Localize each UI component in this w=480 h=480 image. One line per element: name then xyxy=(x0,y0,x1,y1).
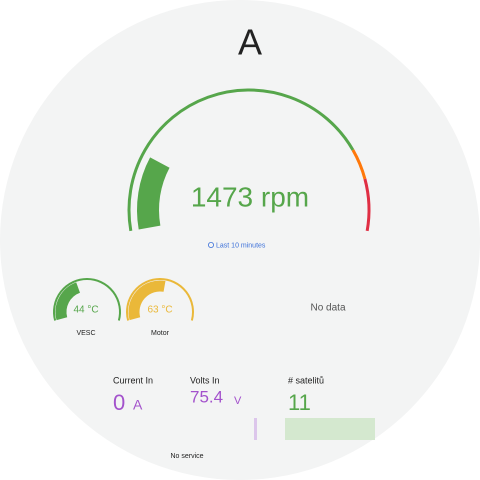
stat-title: # satelitů xyxy=(288,375,324,385)
threshold-arc xyxy=(351,149,367,180)
stat-unit: A xyxy=(133,397,143,413)
gauge-label: VESC xyxy=(76,330,95,337)
stat-unit: V xyxy=(234,395,242,407)
time-range: Last 10 minutes xyxy=(207,241,266,249)
gauge-value: 1473 rpm xyxy=(191,181,309,212)
time-range-text: Last 10 minutes xyxy=(216,242,266,249)
gauge-value: 44 °C xyxy=(73,305,98,316)
threshold-arc xyxy=(126,278,194,321)
clock-icon xyxy=(207,241,214,248)
threshold-arc xyxy=(53,278,121,321)
main-gauge xyxy=(127,88,371,232)
no-data: No data xyxy=(310,303,345,314)
footer-text: No service xyxy=(170,453,203,460)
stat-value: 11 xyxy=(288,390,311,415)
gauge-label: Motor xyxy=(151,330,170,337)
stat-title: Volts In xyxy=(190,375,220,385)
sparkline xyxy=(254,418,257,440)
small-gauges xyxy=(53,278,194,321)
gauge-fill xyxy=(137,157,170,230)
threshold-arc xyxy=(363,178,371,232)
stat-value: 0 xyxy=(113,390,125,415)
gauge-fill xyxy=(55,282,81,321)
gauge-fill xyxy=(128,280,166,321)
gauge-value: 63 °C xyxy=(147,305,172,316)
stat-value: 75.4 xyxy=(190,387,223,406)
threshold-arc xyxy=(127,88,355,232)
sparkline xyxy=(285,418,375,440)
title: A xyxy=(238,22,262,63)
stat-title: Current In xyxy=(113,375,153,385)
